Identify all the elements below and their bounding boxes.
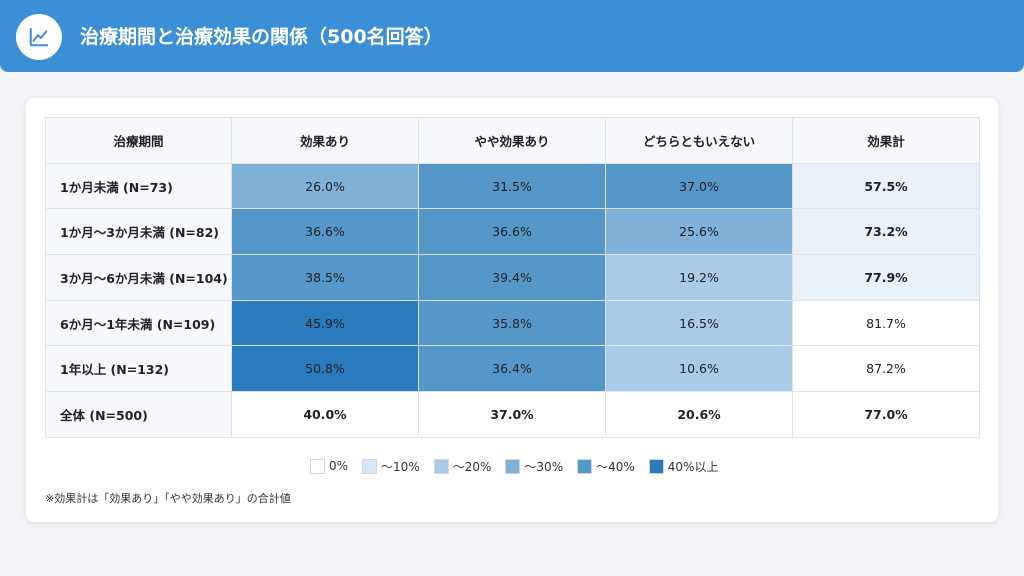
total-cell: 77.9% bbox=[792, 254, 980, 301]
table-row: 6か月〜1年未満 (N=109) 45.9% 35.8% 16.5% 81.7% bbox=[45, 299, 980, 347]
overall-total-cell: 77.0% bbox=[792, 391, 980, 438]
table-row: 1か月〜3か月未満 (N=82) 36.6% 36.6% 25.6% 73.2% bbox=[45, 208, 980, 256]
heat-cell-effective: 45.9% bbox=[231, 299, 419, 347]
row-label: 6か月〜1年未満 (N=109) bbox=[45, 299, 232, 347]
total-cell: 87.2% bbox=[792, 345, 980, 393]
heat-cell-somewhat-effective: 35.8% bbox=[418, 299, 606, 347]
heat-cell-somewhat-effective: 31.5% bbox=[418, 162, 606, 210]
legend-label: 〜40% bbox=[596, 459, 635, 474]
row-label: 1か月〜3か月未満 (N=82) bbox=[45, 208, 232, 256]
footnote: ※効果計は「効果あり」「やや効果あり」の合計値 bbox=[45, 492, 291, 505]
row-label: 3か月〜6か月未満 (N=104) bbox=[45, 254, 232, 301]
table-row: 3か月〜6か月未満 (N=104) 38.5% 39.4% 19.2% 77.9% bbox=[45, 254, 980, 301]
overall-cell-effective: 40.0% bbox=[231, 391, 419, 438]
header-bar: 治療期間と治療効果の関係（500名回答） bbox=[0, 0, 1024, 72]
heat-cell-effective: 38.5% bbox=[231, 254, 419, 301]
legend-swatch bbox=[577, 458, 593, 474]
overall-cell-somewhat-effective: 37.0% bbox=[418, 391, 606, 438]
legend-swatch bbox=[648, 458, 664, 474]
legend-label: 0% bbox=[329, 459, 349, 473]
total-cell: 57.5% bbox=[792, 162, 980, 210]
legend-label: 〜20% bbox=[452, 459, 492, 474]
legend-item: 0% bbox=[310, 458, 349, 474]
heat-cell-neutral: 10.6% bbox=[605, 345, 793, 393]
line-chart-icon bbox=[29, 27, 49, 47]
heat-cell-somewhat-effective: 36.4% bbox=[418, 345, 606, 393]
legend-swatch bbox=[505, 458, 521, 474]
page-title: 治療期間と治療効果の関係（500名回答） bbox=[80, 26, 443, 48]
legend: 0% 〜10% 〜20% 〜30% 〜40% 40%以上 bbox=[310, 458, 724, 474]
heatmap-table: 治療期間 効果あり やや効果あり どちらともいえない 効果計 1か月未満 (N=… bbox=[45, 117, 980, 438]
legend-label: 40%以上 bbox=[667, 459, 719, 474]
total-cell: 81.7% bbox=[792, 299, 980, 347]
legend-item: 〜30% bbox=[505, 458, 563, 475]
overall-row: 全体 (N=500) 40.0% 37.0% 20.6% 77.0% bbox=[45, 391, 980, 438]
overall-cell-neutral: 20.6% bbox=[605, 391, 793, 438]
header-row: 治療期間 効果あり やや効果あり どちらともいえない 効果計 bbox=[45, 117, 980, 164]
legend-item: 〜20% bbox=[433, 458, 492, 475]
legend-item: 〜40% bbox=[577, 458, 635, 475]
row-label: 1か月未満 (N=73) bbox=[45, 162, 232, 210]
heat-cell-effective: 26.0% bbox=[231, 162, 419, 210]
total-cell: 73.2% bbox=[792, 208, 980, 256]
heat-cell-neutral: 25.6% bbox=[605, 208, 793, 256]
legend-label: 〜30% bbox=[524, 459, 564, 474]
col-header-period: 治療期間 bbox=[45, 117, 232, 164]
col-header-somewhat-effective: やや効果あり bbox=[418, 117, 606, 164]
legend-item: 40%以上 bbox=[648, 458, 719, 475]
table-row: 1年以上 (N=132) 50.8% 36.4% 10.6% 87.2% bbox=[45, 345, 980, 393]
heat-cell-neutral: 19.2% bbox=[605, 254, 793, 301]
logo-badge bbox=[16, 14, 62, 60]
legend-swatch bbox=[310, 458, 325, 474]
col-header-neutral: どちらともいえない bbox=[605, 117, 793, 164]
col-header-effective: 効果あり bbox=[231, 117, 419, 164]
heat-cell-neutral: 16.5% bbox=[605, 299, 793, 347]
legend-swatch bbox=[433, 458, 449, 474]
row-label: 全体 (N=500) bbox=[45, 391, 232, 438]
legend-label: 〜10% bbox=[381, 459, 420, 474]
legend-item: 〜10% bbox=[362, 458, 420, 475]
row-label: 1年以上 (N=132) bbox=[45, 345, 232, 393]
heat-cell-somewhat-effective: 39.4% bbox=[418, 254, 606, 301]
heat-cell-effective: 36.6% bbox=[231, 208, 419, 256]
heat-cell-somewhat-effective: 36.6% bbox=[418, 208, 606, 256]
legend-swatch bbox=[362, 458, 378, 474]
col-header-total: 効果計 bbox=[792, 117, 980, 164]
heat-cell-neutral: 37.0% bbox=[605, 162, 793, 210]
heat-cell-effective: 50.8% bbox=[231, 345, 419, 393]
table-row: 1か月未満 (N=73) 26.0% 31.5% 37.0% 57.5% bbox=[45, 162, 980, 210]
table-card: 治療期間 効果あり やや効果あり どちらともいえない 効果計 1か月未満 (N=… bbox=[26, 98, 998, 522]
